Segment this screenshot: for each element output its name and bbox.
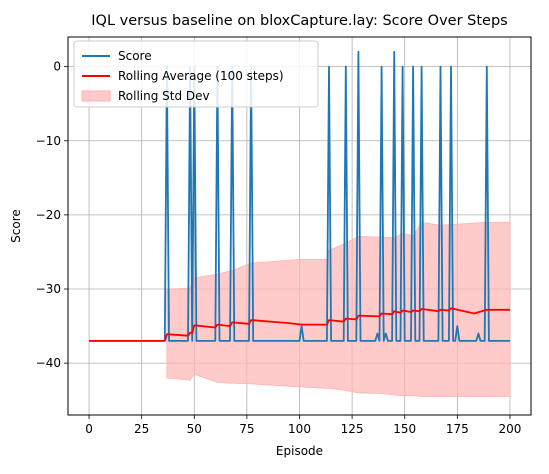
rolling-mean-series-group — [89, 307, 510, 342]
x-tick-label: 150 — [393, 422, 416, 436]
x-tick-label: 0 — [85, 422, 93, 436]
y-tick-label: −30 — [36, 282, 61, 296]
legend-rolling-std-label: Rolling Std Dev — [118, 89, 210, 103]
y-axis-ticks: 0 −10 −20 −30 −40 — [36, 60, 68, 370]
y-axis-label: Score — [9, 209, 23, 243]
y-tick-label: −10 — [36, 134, 61, 148]
y-tick-label: −40 — [36, 356, 61, 370]
x-tick-label: 200 — [499, 422, 522, 436]
x-tick-label: 25 — [134, 422, 149, 436]
legend-rolling-std-swatch — [81, 90, 111, 102]
y-tick-label: 0 — [53, 60, 61, 74]
legend-box — [73, 40, 319, 108]
legend-score-label: Score — [118, 49, 152, 63]
x-axis-ticks: 0 25 50 75 100 125 150 175 200 — [85, 415, 521, 436]
chart-title: IQL versus baseline on bloxCapture.lay: … — [91, 13, 507, 29]
x-tick-label: 175 — [446, 422, 469, 436]
x-tick-label: 75 — [239, 422, 254, 436]
legend: Score Rolling Average (100 steps) Rollin… — [73, 40, 319, 108]
x-tick-label: 125 — [341, 422, 364, 436]
x-axis-label: Episode — [276, 444, 323, 458]
y-tick-label: −20 — [36, 208, 61, 222]
x-tick-label: 100 — [288, 422, 311, 436]
legend-rolling-mean-label: Rolling Average (100 steps) — [118, 69, 284, 83]
rolling-mean-line — [89, 307, 510, 342]
x-tick-label: 50 — [187, 422, 202, 436]
